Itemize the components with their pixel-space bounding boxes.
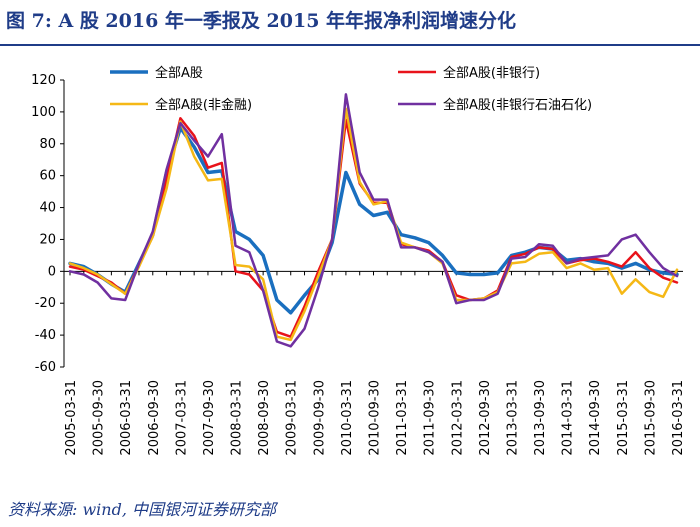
y-tick-label: 60 [39,169,56,184]
x-tick-label: 2009-03-31 [285,380,300,456]
y-tick-label: 120 [31,73,56,88]
x-tick-label: 2011-09-30 [423,380,438,456]
legend-label-2: 全部A股(非银行) [443,65,540,81]
x-tick-label: 2013-09-30 [533,380,548,456]
x-tick-label: 2005-09-30 [92,380,107,456]
x-tick-label: 2009-09-30 [312,380,327,456]
y-tick-label: -20 [35,296,56,311]
series-line-3 [68,107,679,342]
x-tick-label: 2006-09-30 [147,380,162,456]
title-divider [0,44,700,46]
x-tick-label: 2007-09-30 [202,380,217,456]
y-tick-label: 40 [39,201,56,216]
x-tick-label: 2005-03-31 [64,380,79,456]
x-tick-label: 2014-09-30 [588,380,603,456]
x-tick-label: 2007-03-31 [174,380,189,456]
line-chart: -60 -40 -20 0 20 40 60 80 100 120 2005-03-31 2005-0… [31,65,686,456]
y-tick-label: -60 [35,360,56,375]
x-tick-label: 2008-09-30 [257,380,272,456]
legend-label-3: 全部A股(非金融) [155,97,252,113]
series-line-2 [68,117,679,338]
x-tick-label: 2012-03-31 [450,380,465,456]
x-tick-label: 2014-03-31 [561,380,576,456]
y-tick-label: 100 [31,105,56,120]
x-tick-label: 2010-03-31 [340,380,355,456]
page-title: 图 7: A 股 2016 年一季报及 2015 年年报净利润增速分化 [6,10,517,32]
y-tick-label: 0 [48,264,56,279]
x-tick-label: 2015-03-31 [616,380,631,456]
x-tick-label: 2010-09-30 [368,380,383,456]
y-tick-label: -40 [35,328,56,343]
source-note: 资料来源: wind, 中国银河证券研究部 [8,500,277,519]
x-tick-label: 2012-09-30 [478,380,493,456]
legend-label-1: 全部A股 [155,65,203,81]
legend-label-4: 全部A股(非银行石油石化) [443,97,592,113]
x-tick-label: 2015-09-30 [643,380,658,456]
x-tick-label: 2013-03-31 [505,380,520,456]
series-line-1 [68,126,679,315]
x-tick-label: 2011-03-31 [395,380,410,456]
x-tick-label: 2008-03-31 [230,380,245,456]
series-line-4 [68,93,679,348]
x-tick-label: 2016-03-31 [671,380,686,456]
x-tick-label: 2006-03-31 [119,380,134,456]
y-tick-label: 80 [39,137,56,152]
y-tick-label: 20 [39,232,56,247]
